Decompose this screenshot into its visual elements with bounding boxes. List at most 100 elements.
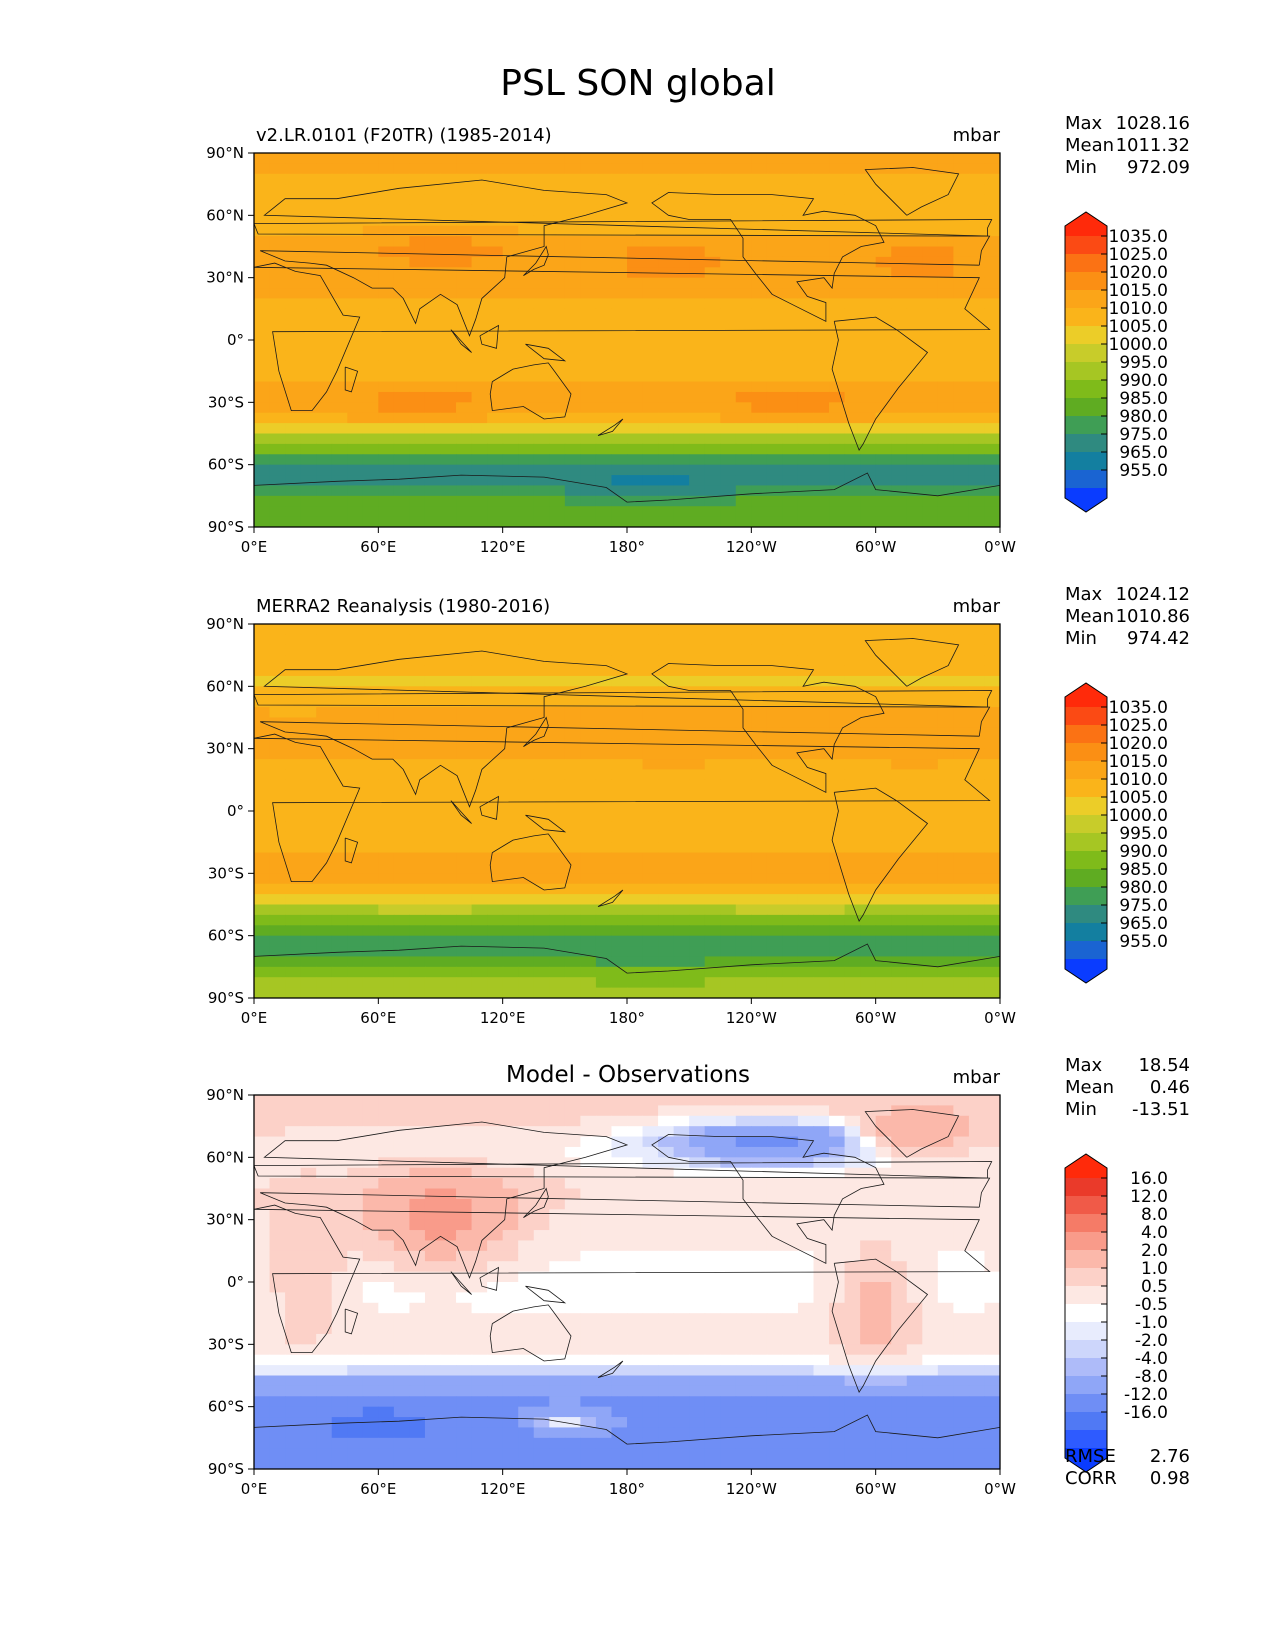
field-cell (627, 914, 644, 926)
field-cell (471, 759, 488, 771)
field-cell (922, 256, 939, 268)
field-cell (782, 360, 799, 372)
field-cell (704, 184, 721, 196)
field-cell (642, 727, 659, 739)
field-cell (953, 811, 970, 822)
field-cell (984, 935, 1000, 947)
field-cell (595, 236, 613, 248)
field-cell (549, 634, 566, 646)
field-cell (673, 862, 690, 874)
field-cell (362, 738, 379, 750)
field-cell (689, 485, 706, 497)
field-cell (502, 883, 519, 895)
field-cell (642, 423, 659, 435)
field-cell (393, 1209, 411, 1221)
field-cell (611, 748, 628, 760)
field-cell (658, 852, 675, 864)
field-cell (393, 821, 411, 833)
field-cell (316, 956, 333, 968)
field-cell (300, 1126, 317, 1138)
field-cell (471, 946, 488, 958)
field-cell (906, 1230, 923, 1242)
field-cell (285, 1333, 302, 1345)
field-cell (797, 319, 815, 331)
field-cell (549, 433, 566, 445)
field-cell (658, 748, 675, 760)
field-cell (424, 914, 442, 926)
field-cell (860, 246, 877, 258)
field-cell (549, 644, 566, 656)
field-cell (595, 1240, 613, 1252)
field-cell (673, 966, 690, 978)
field-cell (487, 319, 504, 331)
field-cell (875, 360, 892, 372)
field-cell (595, 423, 613, 435)
y-tick-label: 30°S (208, 393, 244, 411)
field-cell (533, 852, 550, 864)
field-cell (751, 987, 768, 998)
field-cell (906, 1136, 923, 1148)
field-cell (673, 1313, 690, 1325)
field-cell (549, 184, 566, 196)
field-cell (953, 350, 970, 362)
field-cell (937, 475, 954, 487)
field-cell (533, 800, 550, 812)
field-cell (642, 1095, 659, 1106)
field-cell (424, 402, 442, 414)
field-cell (285, 862, 302, 874)
map-field (254, 1095, 1000, 1469)
field-cell (922, 707, 939, 719)
field-cell (269, 1313, 286, 1325)
field-cell (471, 1198, 488, 1210)
field-cell (300, 634, 317, 646)
field-cell (300, 1167, 317, 1179)
field-cell (424, 194, 442, 206)
field-cell (378, 443, 395, 455)
field-cell (362, 655, 379, 667)
field-cell (813, 173, 830, 185)
field-cell (766, 1178, 784, 1190)
colorbar-tick-label: 1035.0 (1109, 698, 1168, 718)
field-cell (751, 925, 768, 937)
field-cell (502, 717, 519, 729)
field-cell (316, 1167, 333, 1179)
field-cell (285, 904, 302, 916)
field-cell (844, 1313, 861, 1325)
field-cell (984, 1115, 1000, 1127)
field-cell (984, 402, 1000, 414)
field-cell (362, 464, 379, 476)
field-cell (564, 329, 581, 341)
field-cell (393, 1105, 411, 1117)
field-cell (424, 184, 442, 196)
field-cell (393, 371, 411, 383)
field-cell (378, 1209, 395, 1221)
field-cell (689, 1095, 706, 1106)
field-cell (409, 371, 426, 383)
field-cell (844, 308, 861, 320)
field-cell (813, 894, 830, 906)
field-cell (782, 475, 799, 487)
field-cell (797, 811, 815, 822)
field-cell (906, 423, 923, 435)
field-cell (378, 675, 395, 687)
field-cell (487, 371, 504, 383)
field-cell (844, 1323, 861, 1335)
field-cell (968, 977, 986, 989)
field-cell (735, 1209, 752, 1221)
field-cell (735, 634, 752, 646)
field-cell (611, 1250, 628, 1262)
field-cell (487, 184, 504, 196)
field-cell (502, 1219, 519, 1231)
field-cell (844, 675, 861, 687)
field-cell (362, 769, 379, 781)
field-cell (766, 1292, 784, 1304)
field-cell (953, 1354, 970, 1366)
field-cell (611, 495, 628, 507)
field-cell (704, 319, 721, 331)
field-cell (424, 811, 442, 822)
field-cell (751, 402, 768, 414)
field-cell (689, 842, 706, 854)
field-cell (471, 894, 488, 906)
field-cell (813, 1240, 830, 1252)
field-cell (440, 1261, 457, 1273)
